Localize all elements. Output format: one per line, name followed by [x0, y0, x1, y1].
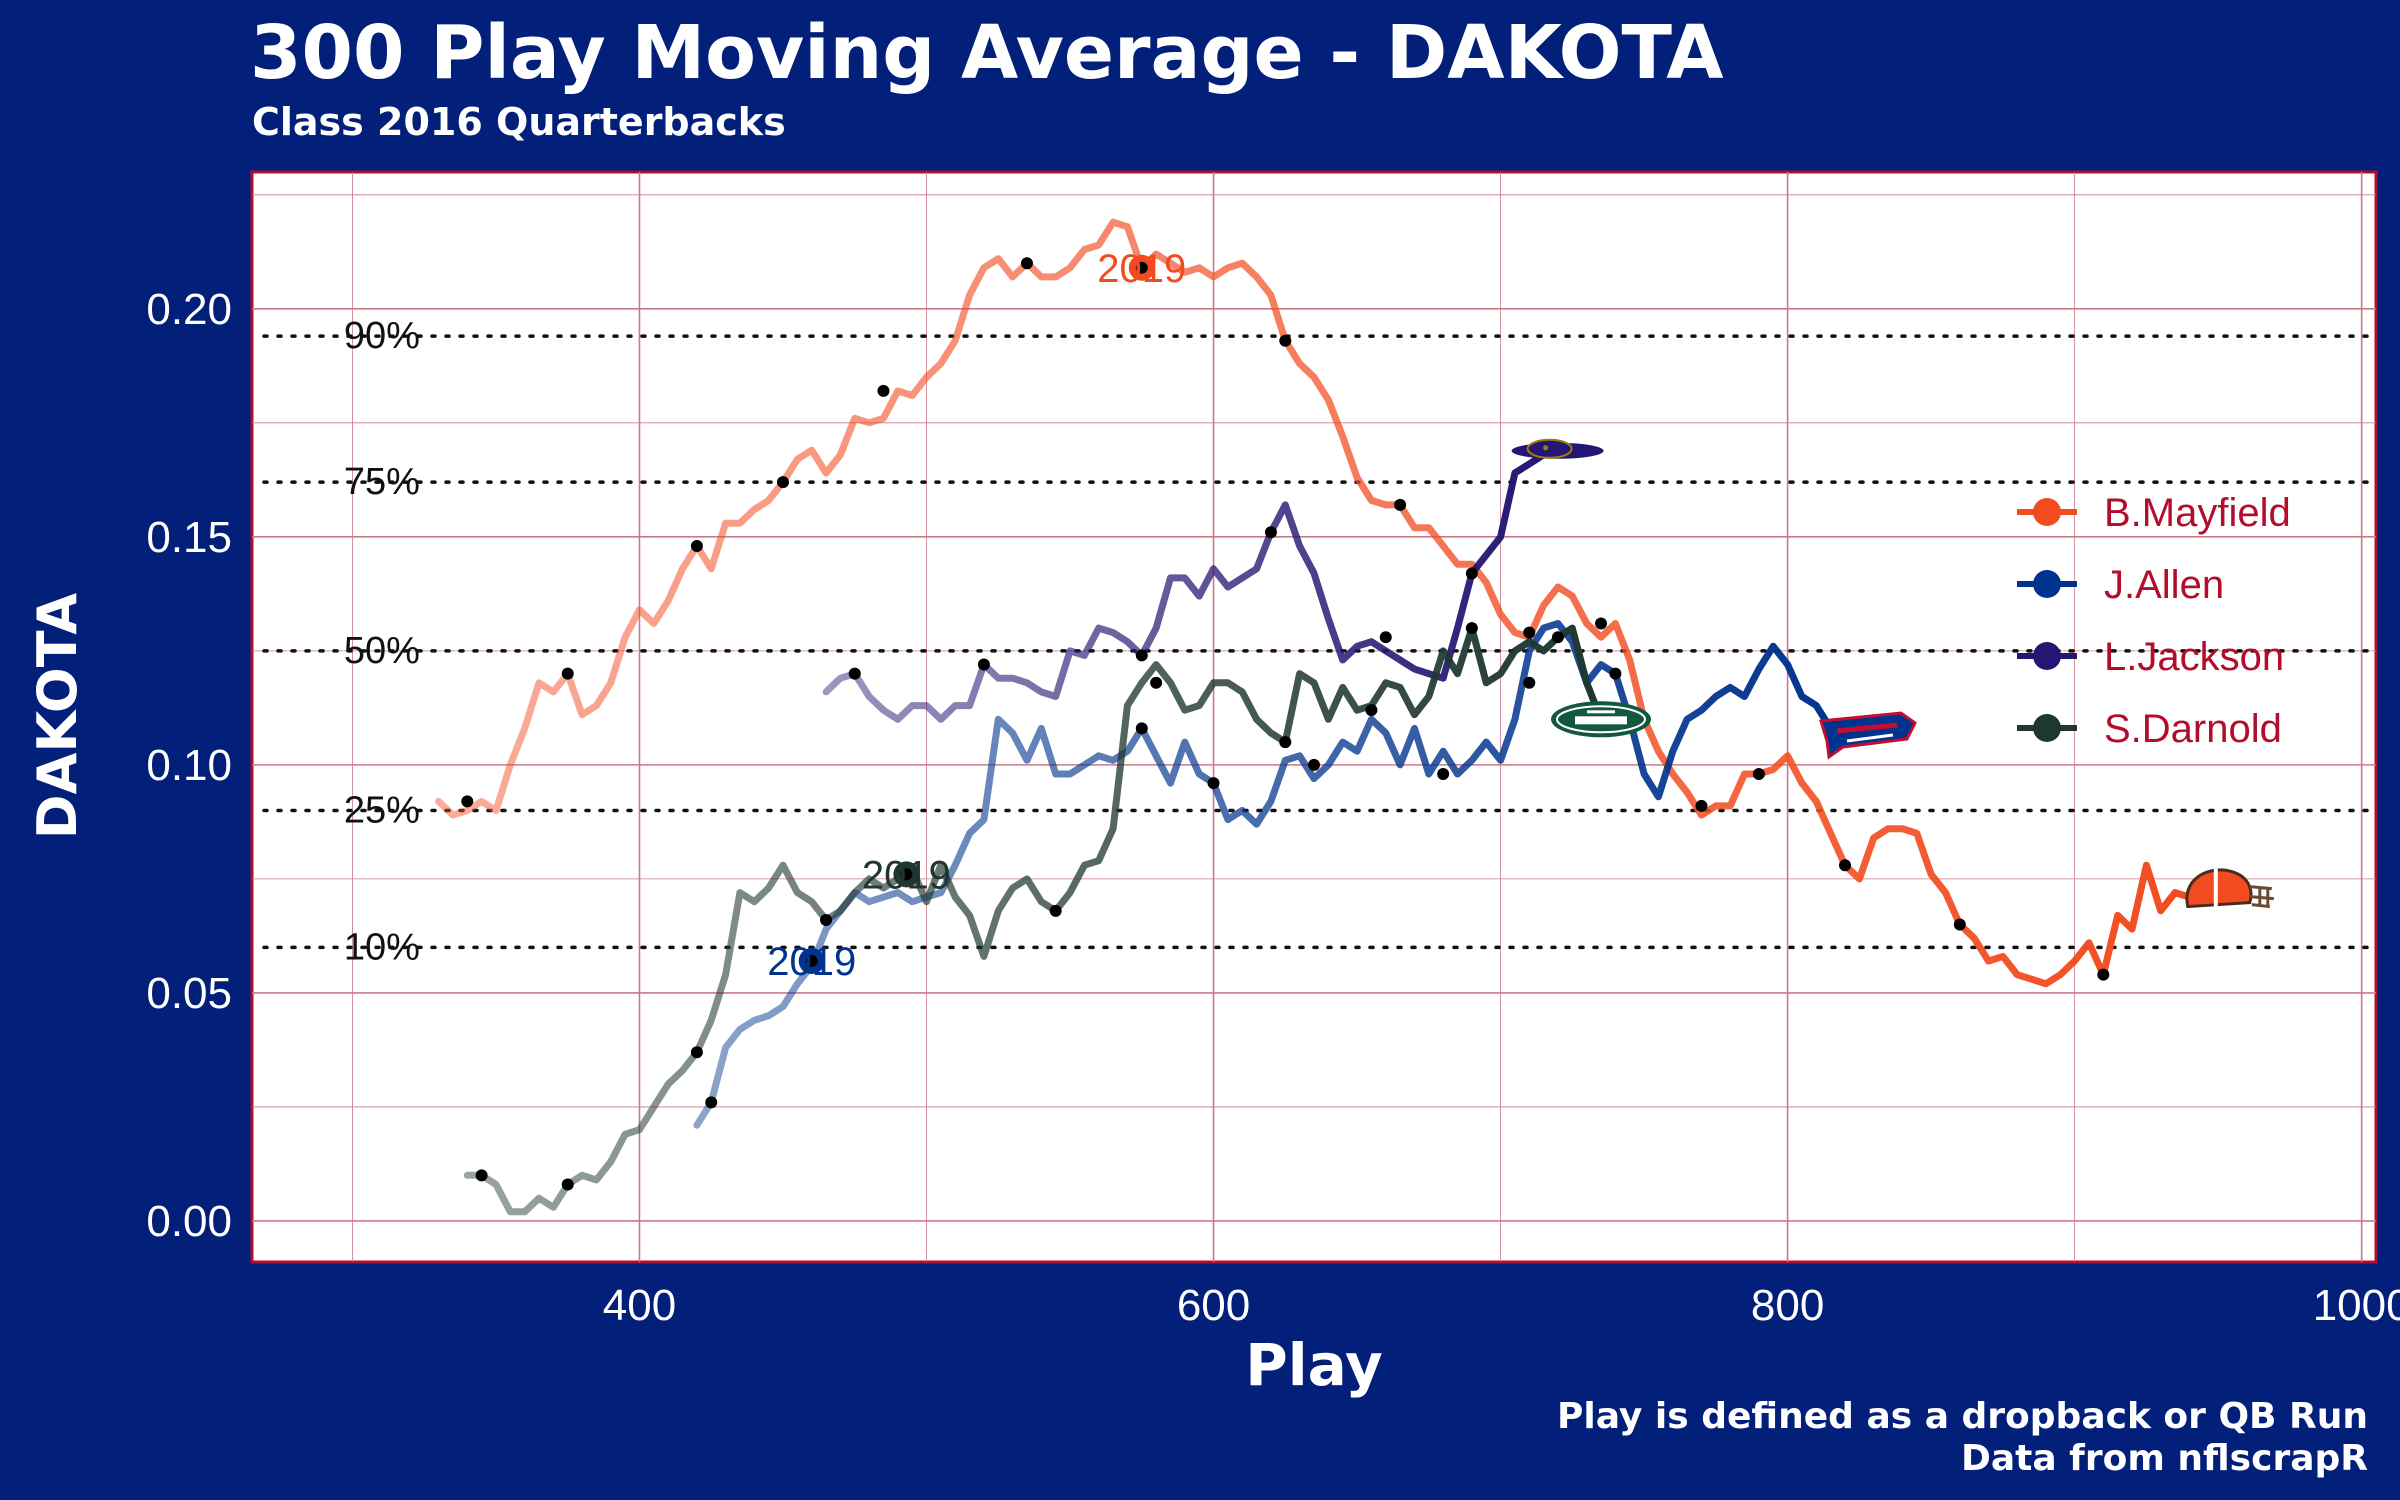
caption-definition: Play is defined as a dropback or QB Run: [1557, 1396, 2368, 1437]
percentile-label: 50%: [344, 630, 420, 672]
game-marker: [1279, 334, 1292, 347]
grid-layer: [252, 172, 2376, 1262]
game-marker: [777, 476, 789, 489]
game-marker: [690, 1046, 703, 1059]
game-marker: [2097, 968, 2110, 981]
y-axis-label: DAKOTA: [26, 593, 89, 840]
series-line-l-jackson: [822, 451, 1548, 723]
x-axis-label: Play: [1245, 1331, 1383, 1399]
x-tick-label: 1000: [2313, 1281, 2400, 1330]
game-marker: [1308, 758, 1320, 771]
x-tick-label: 600: [1177, 1281, 1250, 1330]
legend-swatch-dot: [2033, 642, 2061, 670]
plot-panel: [250, 170, 2378, 1264]
browns-helmet-icon: [2185, 868, 2274, 909]
y-tick-label: 0.15: [146, 513, 232, 562]
game-marker: [1523, 626, 1536, 639]
game-marker: [461, 795, 474, 808]
game-marker: [977, 658, 990, 671]
percentile-label: 90%: [344, 315, 420, 357]
game-marker: [1049, 904, 1062, 917]
game-marker: [1752, 768, 1765, 781]
game-marker: [1465, 622, 1478, 635]
percentile-label: 25%: [344, 789, 420, 831]
game-marker: [1953, 918, 1966, 931]
y-tick-label: 0.05: [146, 969, 232, 1018]
game-marker: [1609, 667, 1622, 680]
x-tick-label: 400: [603, 1281, 676, 1330]
game-marker: [848, 667, 861, 680]
y-tick-label: 0.00: [146, 1197, 232, 1246]
game-marker: [1551, 631, 1564, 644]
season-start-dot: [805, 954, 818, 967]
y-tick-label: 0.10: [146, 741, 232, 790]
game-marker: [690, 539, 703, 552]
game-marker: [1394, 498, 1407, 511]
legend-swatch-dot: [2033, 498, 2061, 526]
game-marker: [475, 1169, 488, 1182]
game-marker: [1379, 631, 1392, 644]
percentile-label: 10%: [344, 926, 420, 968]
percentile-lines: 90% 75% 50% 25% 10%: [262, 315, 2370, 968]
jets-logo-icon: [1551, 701, 1651, 738]
game-marker: [1135, 649, 1148, 662]
chart-subtitle: Class 2016 Quarterbacks: [252, 100, 786, 144]
x-tick-label: 800: [1751, 1281, 1824, 1330]
ravens-logo-icon: [1511, 438, 1604, 459]
legend-swatch-dot: [2033, 570, 2061, 598]
game-marker: [877, 384, 890, 397]
game-marker: [820, 913, 833, 926]
game-marker: [1207, 777, 1220, 790]
game-marker: [1695, 799, 1708, 812]
legend-label: L.Jackson: [2104, 635, 2284, 679]
legend-swatch-dot: [2033, 714, 2061, 742]
game-marker: [1150, 676, 1163, 689]
legend: B.Mayfield J.Allen L.Jackson S.Darnold: [2017, 491, 2291, 751]
season-label: 2019: [862, 853, 951, 897]
percentile-label: 75%: [344, 461, 420, 503]
season-start-dot: [1135, 261, 1148, 274]
caption-source: Data from nflscrapR: [1961, 1438, 2368, 1479]
game-marker: [1135, 722, 1148, 735]
series-layer: [435, 218, 2208, 1216]
game-marker: [1595, 617, 1608, 630]
game-marker: [1523, 676, 1536, 689]
season-label: 2019: [1097, 247, 1186, 291]
series-line-b-mayfield: [435, 218, 2208, 988]
chart-title: 300 Play Moving Average - DAKOTA: [250, 10, 1724, 96]
legend-label: J.Allen: [2104, 563, 2224, 607]
game-marker: [561, 1178, 574, 1191]
season-start-dot: [900, 868, 913, 881]
series-line-s-darnold: [463, 624, 1605, 1216]
game-marker: [1365, 704, 1378, 717]
game-marker: [1020, 257, 1033, 270]
y-axis-ticks: 0.00 0.05 0.10 0.15 0.20: [146, 285, 232, 1246]
legend-label: S.Darnold: [2104, 707, 2282, 751]
x-axis-ticks: 400 600 800 1000: [603, 1281, 2400, 1330]
game-marker: [1264, 526, 1277, 539]
season-label: 2019: [767, 940, 856, 984]
game-marker: [705, 1096, 718, 1109]
bills-logo-icon: [1819, 711, 1917, 760]
game-marker: [1839, 859, 1851, 872]
game-marker: [561, 667, 574, 680]
game-marker: [1437, 768, 1450, 781]
legend-label: B.Mayfield: [2104, 491, 2291, 535]
series-line-j-allen: [693, 620, 1849, 1129]
game-marker: [1279, 736, 1292, 749]
y-tick-label: 0.20: [146, 285, 232, 334]
game-marker: [1465, 567, 1478, 580]
